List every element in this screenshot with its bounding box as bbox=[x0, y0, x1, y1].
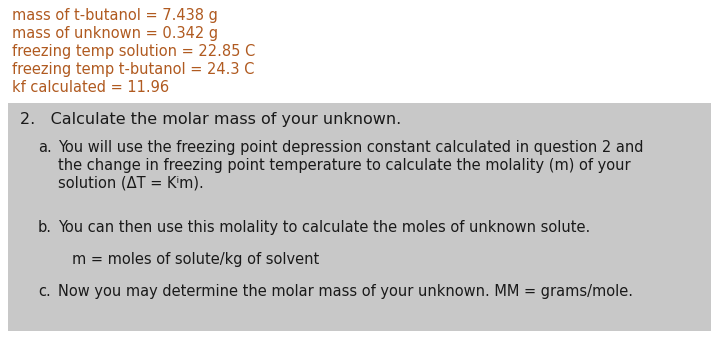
Text: the change in freezing point temperature to calculate the molality (m) of your: the change in freezing point temperature… bbox=[58, 158, 631, 173]
Text: mass of unknown = 0.342 g: mass of unknown = 0.342 g bbox=[12, 26, 218, 41]
Text: b.: b. bbox=[38, 220, 52, 235]
Text: freezing temp t-butanol = 24.3 C: freezing temp t-butanol = 24.3 C bbox=[12, 62, 255, 77]
Text: a.: a. bbox=[38, 140, 52, 155]
Text: kf calculated = 11.96: kf calculated = 11.96 bbox=[12, 80, 169, 95]
Bar bbox=[8, 103, 711, 331]
Text: You will use the freezing point depression constant calculated in question 2 and: You will use the freezing point depressi… bbox=[58, 140, 644, 155]
Text: mass of t-butanol = 7.438 g: mass of t-butanol = 7.438 g bbox=[12, 8, 218, 23]
Text: freezing temp solution = 22.85 C: freezing temp solution = 22.85 C bbox=[12, 44, 255, 59]
Text: 2.   Calculate the molar mass of your unknown.: 2. Calculate the molar mass of your unkn… bbox=[20, 112, 401, 127]
Text: m = moles of solute/kg of solvent: m = moles of solute/kg of solvent bbox=[72, 252, 319, 267]
Text: Now you may determine the molar mass of your unknown. MM = grams/mole.: Now you may determine the molar mass of … bbox=[58, 284, 633, 299]
Text: You can then use this molality to calculate the moles of unknown solute.: You can then use this molality to calcul… bbox=[58, 220, 590, 235]
Text: c.: c. bbox=[38, 284, 51, 299]
Text: solution (ΔT = Kⁱm).: solution (ΔT = Kⁱm). bbox=[58, 176, 203, 191]
